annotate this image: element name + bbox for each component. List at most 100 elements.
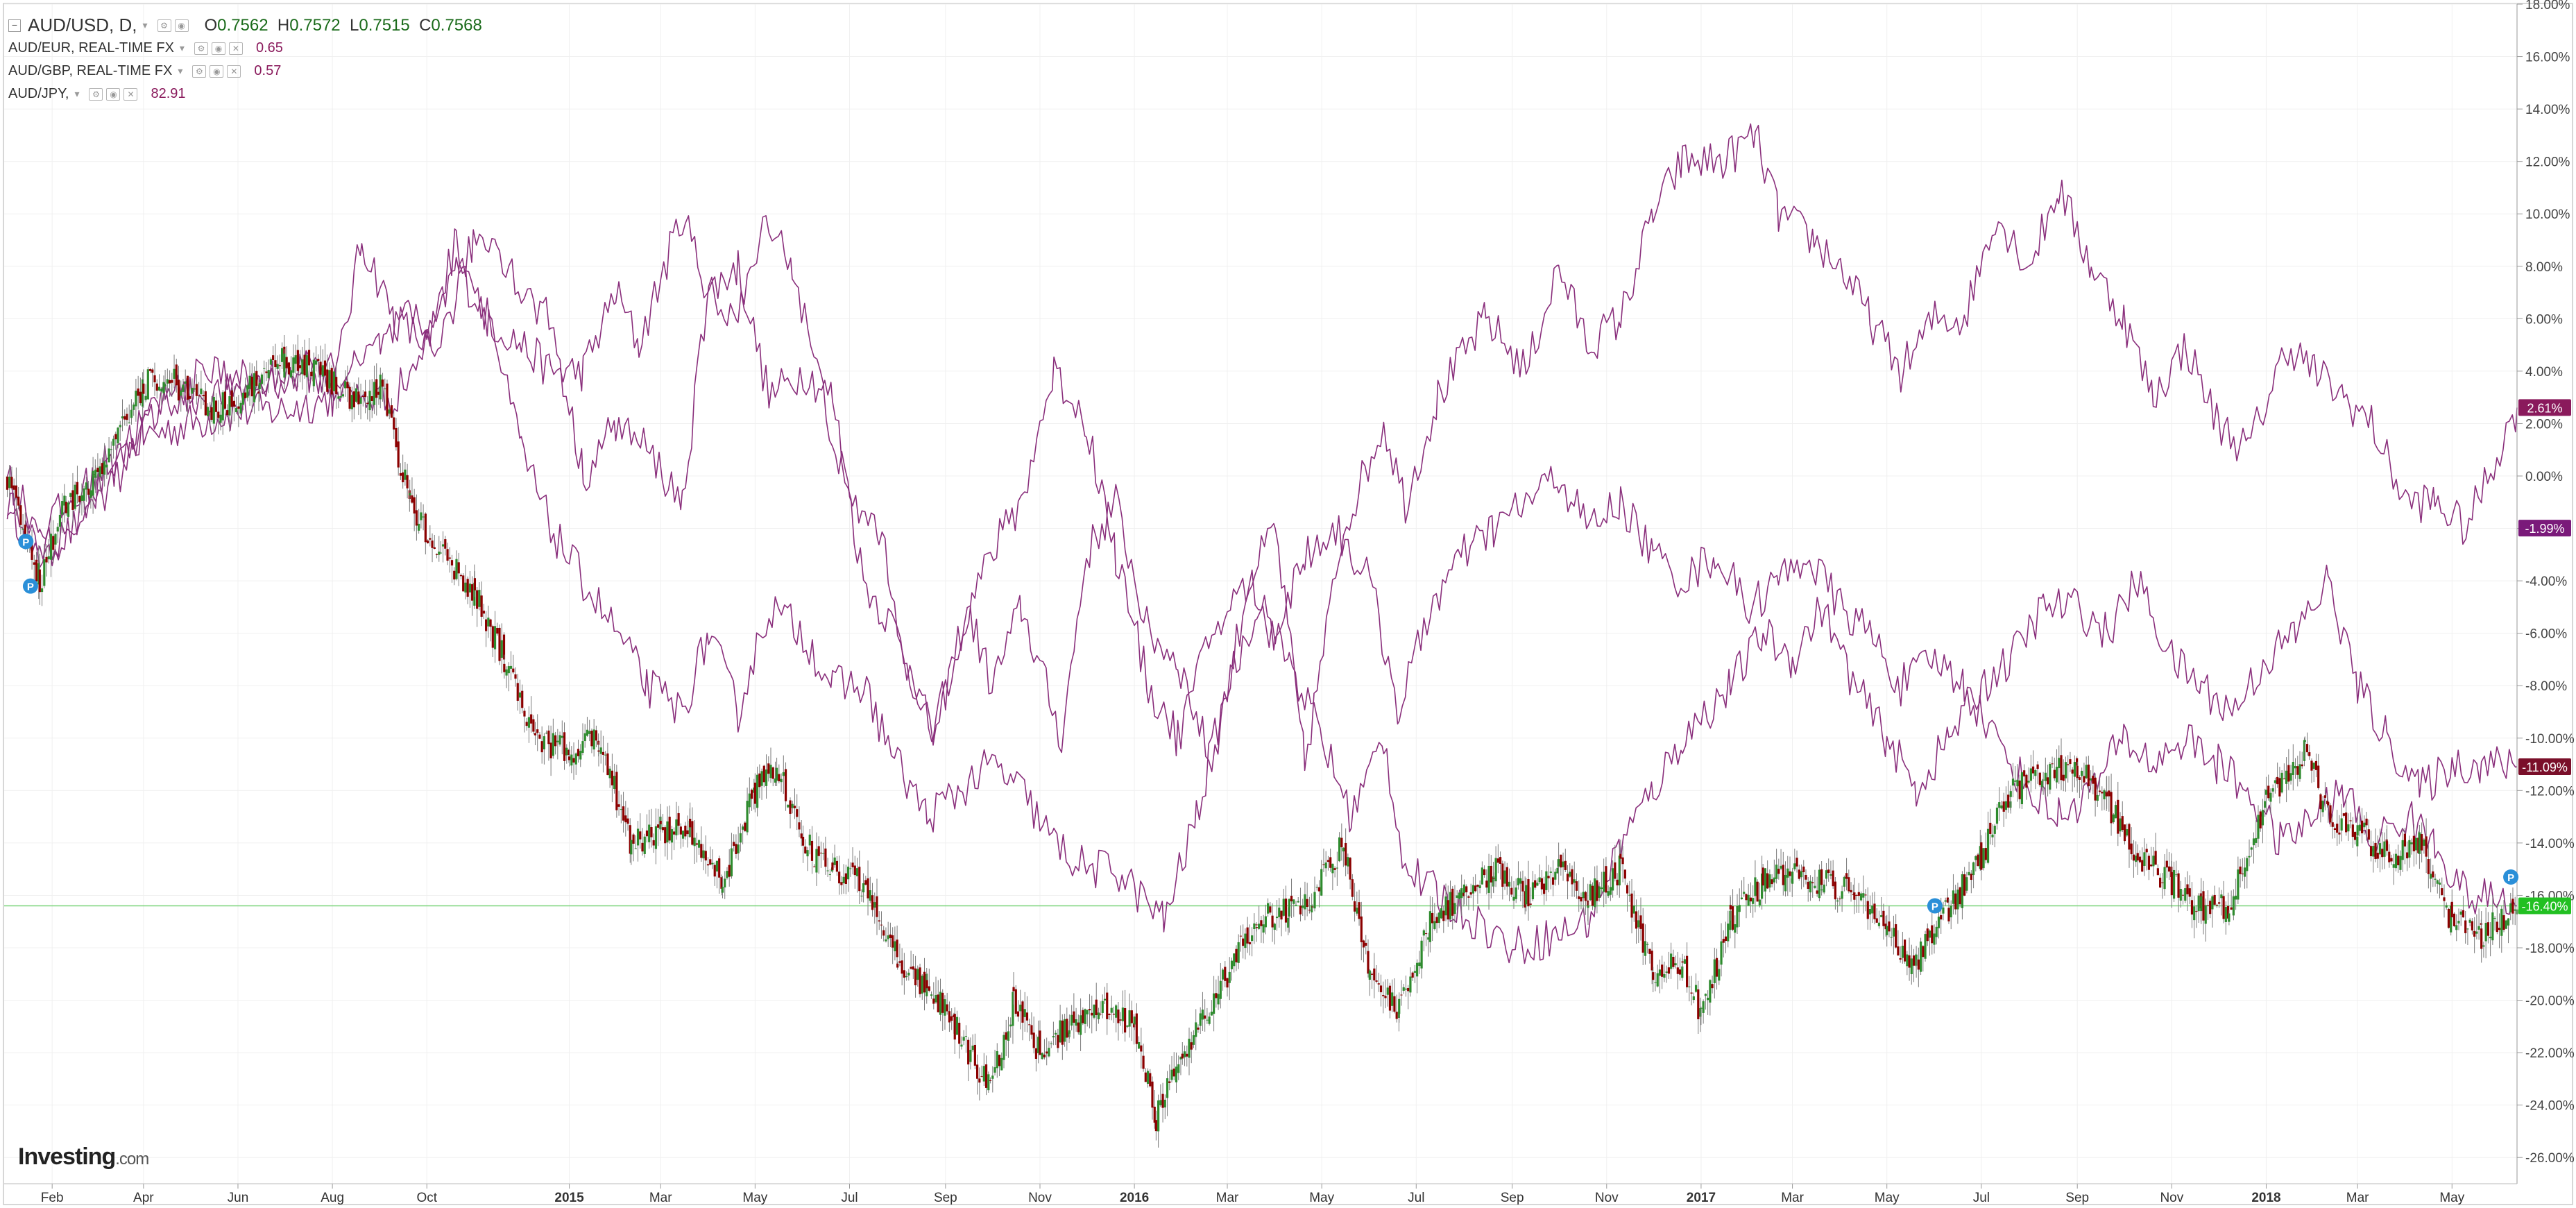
close-icon[interactable]: ✕ (227, 65, 241, 78)
candle-body (280, 348, 284, 362)
candle-body (643, 836, 646, 854)
candle-body (1324, 862, 1327, 869)
candle-body (1674, 963, 1677, 966)
candle-body (2406, 852, 2409, 859)
candle-body (1807, 881, 1809, 890)
candle-body (586, 729, 589, 736)
candle-body (632, 834, 635, 844)
candle-body (49, 534, 53, 560)
candle-body (784, 769, 787, 801)
candle-body (471, 584, 474, 601)
candle-body (2034, 770, 2037, 776)
candle-body (2434, 878, 2437, 880)
candle-body (105, 464, 108, 468)
candle-body (885, 939, 887, 942)
candle-body (2278, 778, 2281, 797)
candle-body (650, 827, 653, 837)
candle-body (926, 980, 928, 989)
y-tick-label: -12.00% (2525, 784, 2575, 799)
candle-body (1841, 891, 1843, 899)
candle-body (2222, 896, 2225, 919)
candle-body (305, 355, 308, 377)
candle-body (2310, 760, 2313, 771)
x-tick-label: May (2439, 1191, 2464, 1205)
visibility-icon[interactable]: ◉ (210, 65, 224, 78)
candle-body (1946, 897, 1950, 903)
collapse-icon[interactable]: − (8, 19, 21, 32)
candle-body (1598, 886, 1601, 898)
candle-body (206, 407, 210, 416)
candle-body (186, 375, 189, 400)
p-marker-icon: P (2503, 869, 2519, 885)
visibility-icon[interactable]: ◉ (106, 87, 121, 101)
candle-body (2197, 895, 2200, 912)
legend-overlay-jpy[interactable]: AUD/JPY, ▾ ⚙ ◉ ✕ 82.91 (8, 83, 482, 105)
candle-body (681, 831, 685, 839)
candle-body (2141, 860, 2144, 872)
candle-body (1478, 885, 1481, 889)
candle-body (151, 369, 154, 373)
y-tick-label: -14.00% (2525, 837, 2575, 851)
settings-icon[interactable]: ⚙ (89, 87, 103, 101)
candle-body (274, 360, 277, 368)
candle-body (2252, 838, 2255, 846)
candle-body (1260, 920, 1263, 926)
candle-body (1349, 858, 1351, 880)
candle-body (1487, 865, 1490, 893)
candle-body (967, 1039, 970, 1065)
candle-body (668, 817, 671, 841)
settings-icon[interactable]: ⚙ (194, 42, 208, 55)
candle-body (878, 920, 880, 922)
chevron-down-icon[interactable]: ▾ (74, 88, 80, 99)
candle-body (1264, 916, 1267, 928)
candle-body (1233, 953, 1236, 967)
candle-body (283, 353, 286, 378)
visibility-icon[interactable]: ◉ (174, 19, 189, 32)
candle-body (617, 804, 620, 807)
candle-body (2305, 744, 2309, 753)
candle-body (1805, 875, 1807, 880)
candle-body (1101, 1001, 1104, 1013)
legend-main-series[interactable]: − AUD/USD, D, ▾ ⚙ ◉ O0.7562 H0.7572 L0.7… (8, 14, 482, 37)
legend-overlay-eur[interactable]: AUD/EUR, REAL-TIME FX ▾ ⚙ ◉ ✕ 0.65 (8, 37, 482, 60)
candle-body (677, 813, 680, 826)
candle-body (1580, 897, 1583, 902)
settings-icon[interactable]: ⚙ (157, 19, 171, 32)
overlay-value: 82.91 (151, 86, 186, 101)
settings-icon[interactable]: ⚙ (192, 65, 207, 78)
candle-body (1373, 968, 1376, 980)
candle-body (955, 1016, 959, 1035)
candle-body (1982, 848, 1985, 869)
overlay-line-3 (6, 215, 2518, 915)
chevron-down-icon[interactable]: ▾ (179, 42, 185, 53)
close-icon[interactable]: ✕ (123, 87, 138, 101)
candle-body (1329, 857, 1332, 868)
candle-body (2445, 905, 2448, 908)
candle-body (1244, 933, 1247, 948)
close-icon[interactable]: ✕ (228, 42, 243, 55)
candle-body (2143, 852, 2146, 866)
candle-body (276, 364, 279, 369)
candle-body (2184, 888, 2187, 901)
candle-body (52, 536, 55, 550)
legend-overlay-gbp[interactable]: AUD/GBP, REAL-TIME FX ▾ ⚙ ◉ ✕ 0.57 (8, 60, 482, 83)
candle-body (1589, 884, 1592, 901)
candle-body (1768, 874, 1771, 888)
candle-body (1747, 894, 1750, 906)
candle-body (1253, 923, 1256, 930)
y-tick-label: 4.00% (2525, 365, 2563, 380)
candle-body (323, 360, 327, 376)
candle-body (395, 427, 398, 448)
chevron-down-icon[interactable]: ▾ (178, 65, 183, 76)
candle-body (1686, 955, 1689, 987)
candle-body (2081, 770, 2083, 776)
candle-body (2170, 872, 2173, 896)
visibility-icon[interactable]: ◉ (211, 42, 225, 55)
candle-body (1853, 892, 1856, 900)
candle-body (1793, 863, 1796, 869)
candle-body (1866, 901, 1869, 919)
chevron-down-icon[interactable]: ▾ (142, 19, 148, 31)
candle-body (1188, 1039, 1191, 1058)
candle-body (2014, 780, 2017, 782)
